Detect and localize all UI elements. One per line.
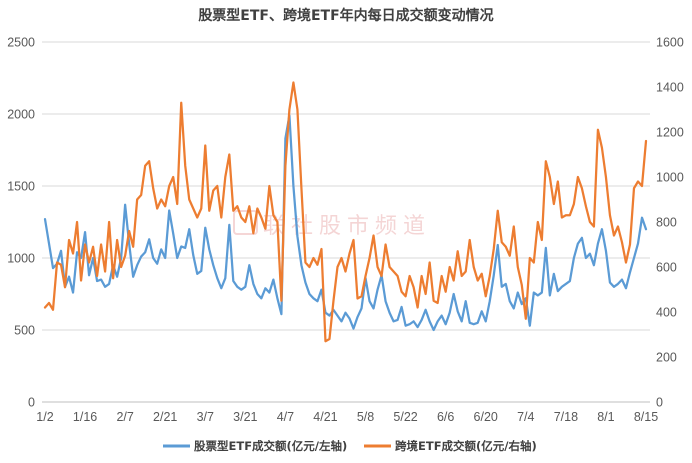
series-line-stock-etf [43,114,648,332]
left-axis-tick-label: 1000 [7,252,35,266]
right-axis-tick-label: 1000 [656,171,684,185]
watermark-logo-icon [233,210,258,235]
x-axis-tick-label: 2/21 [153,410,177,424]
right-axis-tick-label: 600 [656,261,677,275]
right-axis-tick-label: 200 [656,351,677,365]
left-axis-tick-label: 0 [28,396,35,410]
left-axis-tick-label: 2000 [7,108,35,122]
x-axis-tick-label: 3/21 [233,410,257,424]
watermark-text: 联社股市频道 [263,214,431,239]
x-axis-tick-label: 7/4 [517,410,534,424]
right-axis-tick-label: 800 [656,216,677,230]
chart-title: 股票型ETF、跨境ETF年内每日成交额变动情况 [198,7,493,24]
x-axis-tick-label: 1/16 [73,410,97,424]
x-axis-tick-labels: 1/2 1/16 2/7 2/21 3/7 3/21 4/7 4/21 5/8 5/22 6/6 6/… [36,410,658,424]
legend-label-cross-border-etf: 跨境ETF成交额(亿元/右轴) [395,439,537,453]
x-axis-tick-label: 6/20 [474,410,498,424]
x-axis-tick-label: 2/7 [116,410,133,424]
x-axis-tick-label: 6/6 [437,410,454,424]
right-axis-tick-label: 1600 [656,36,684,50]
x-axis-tick-label: 7/18 [554,410,578,424]
right-axis-tick-label: 1200 [656,126,684,140]
x-axis-tick-label: 1/2 [36,410,53,424]
right-axis-tick-label: 0 [656,396,663,410]
series-line-cross-border-etf [43,81,648,343]
left-axis-tick-labels: 0 500 1000 1500 2000 2500 [7,36,35,410]
legend: 股票型ETF成交额(亿元/左轴) 跨境ETF成交额(亿元/右轴) [163,439,537,453]
x-axis-tick-label: 4/7 [277,410,294,424]
x-axis-tick-label: 5/8 [357,410,374,424]
left-axis-tick-label: 1500 [7,180,35,194]
left-axis-tick-label: 500 [14,324,35,338]
x-axis-tick-label: 5/22 [393,410,417,424]
x-axis-tick-label: 3/7 [197,410,214,424]
legend-label-stock-etf: 股票型ETF成交额(亿元/左轴) [194,439,347,453]
series-lines [43,81,648,343]
right-axis-tick-label: 1400 [656,81,684,95]
right-axis-tick-label: 400 [656,306,677,320]
x-axis-tick-label: 8/15 [634,410,658,424]
right-axis-tick-labels: 0 200 400 600 800 1000 1200 1400 1600 [656,36,684,410]
left-axis-tick-label: 2500 [7,36,35,50]
x-axis-tick-label: 8/1 [597,410,614,424]
watermark: 联社股市频道 [233,210,431,239]
x-axis-tick-label: 4/21 [313,410,337,424]
